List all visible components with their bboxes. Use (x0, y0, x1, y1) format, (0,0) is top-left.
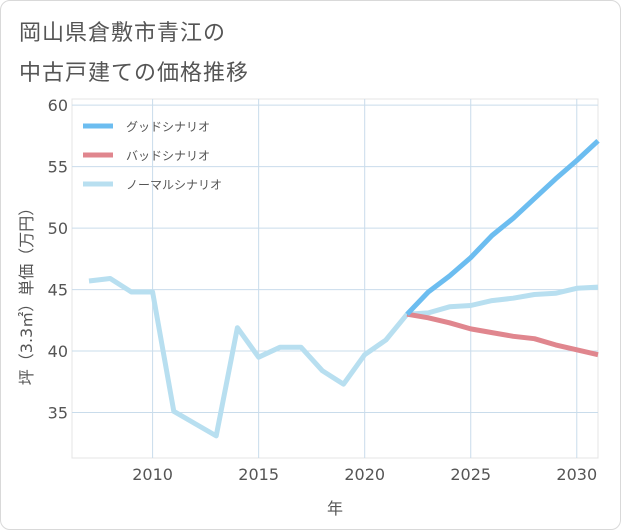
y-tick-label: 50 (48, 219, 68, 238)
x-tick-label: 2030 (556, 465, 597, 484)
legend-label-0: グッドシナリオ (126, 120, 210, 134)
x-tick-label: 2015 (238, 465, 279, 484)
legend-label-1: バッドシナリオ (126, 149, 210, 163)
plot-area (71, 98, 599, 459)
y-tick-label: 55 (48, 158, 68, 177)
series-line-2 (88, 276, 599, 439)
y-tick-label: 45 (48, 281, 68, 300)
x-tick-label: 2010 (132, 465, 173, 484)
x-axis-ticks: 2010 2015 2020 2025 2030 (132, 465, 597, 484)
series-layer (88, 138, 600, 439)
series-line-0 (405, 138, 600, 316)
chart-title-line-2: 中古戸建ての価格推移 (19, 61, 250, 86)
y-tick-label: 35 (48, 404, 68, 423)
chart-title-line-1: 岡山県倉敷市青江の (19, 21, 227, 46)
legend-label-2: ノーマルシナリオ (126, 178, 222, 192)
gridlines (72, 99, 598, 458)
x-tick-label: 2020 (344, 465, 385, 484)
x-tick-label: 2025 (450, 465, 491, 484)
y-tick-label: 40 (48, 342, 68, 361)
y-tick-label: 60 (48, 96, 68, 115)
y-axis-label: 坪（3.3㎡）単価（万円） (17, 200, 36, 385)
series-line-1 (406, 311, 599, 358)
y-axis-ticks: 35 40 45 50 55 60 (48, 96, 68, 422)
x-axis-label: 年 (327, 499, 343, 518)
plot-background (71, 98, 599, 459)
